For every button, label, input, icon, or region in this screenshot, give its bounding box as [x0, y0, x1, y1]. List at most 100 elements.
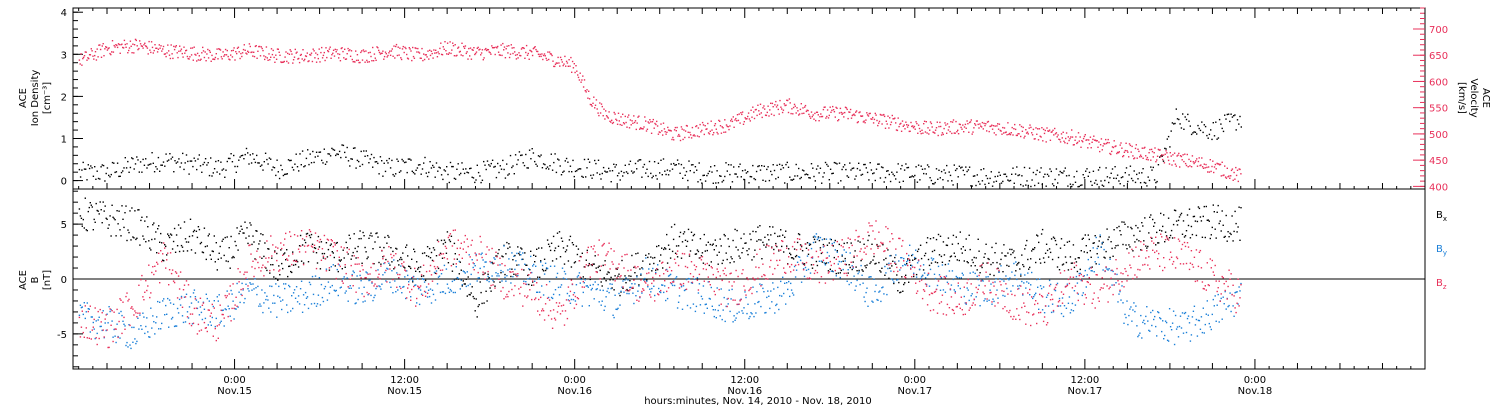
- by-point: [512, 276, 514, 278]
- velocity-point: [175, 45, 177, 47]
- by-point: [385, 280, 387, 282]
- velocity-point: [803, 112, 805, 114]
- by-point: [699, 304, 702, 306]
- bz-point: [138, 284, 140, 286]
- bx-point: [521, 248, 523, 250]
- by-point: [120, 310, 122, 313]
- bx-point: [507, 247, 509, 250]
- bx-point: [718, 251, 720, 253]
- velocity-point: [89, 54, 92, 56]
- velocity-point: [559, 65, 561, 67]
- velocity-point: [380, 52, 382, 55]
- density-point: [795, 163, 797, 166]
- bx-point: [1210, 234, 1212, 236]
- by-point: [330, 266, 332, 268]
- by-point: [230, 289, 232, 292]
- density-point: [989, 177, 991, 180]
- density-point: [485, 168, 487, 171]
- density-point: [156, 168, 158, 170]
- by-point: [418, 303, 421, 306]
- velocity-point: [121, 43, 123, 45]
- by-point: [976, 275, 978, 277]
- density-point: [141, 171, 143, 173]
- density-point: [164, 165, 166, 167]
- bx-point: [1033, 248, 1035, 251]
- bx-point: [266, 269, 268, 272]
- velocity-point: [1016, 134, 1018, 137]
- by-point: [787, 288, 789, 291]
- bx-point: [675, 245, 678, 247]
- density-point: [620, 170, 623, 173]
- bx-point: [334, 265, 336, 267]
- bx-point: [348, 234, 350, 236]
- by-point: [352, 270, 354, 272]
- by-point: [930, 257, 933, 259]
- bx-point: [513, 273, 515, 275]
- bx-point: [769, 226, 771, 228]
- velocity-point: [277, 48, 279, 50]
- density-point: [123, 167, 125, 169]
- bx-point: [231, 257, 233, 259]
- b-tick-label: -5: [57, 330, 67, 341]
- density-point: [462, 168, 464, 170]
- bz-point: [220, 309, 222, 311]
- bx-point: [118, 210, 120, 212]
- velocity-point: [911, 125, 913, 128]
- bx-point: [541, 247, 543, 249]
- density-point: [355, 167, 357, 169]
- by-point: [81, 306, 83, 308]
- velocity-point: [878, 122, 880, 124]
- by-point: [932, 258, 935, 260]
- density-point: [486, 160, 489, 162]
- by-point: [178, 298, 181, 301]
- velocity-point: [457, 46, 460, 48]
- density-point: [363, 150, 365, 152]
- bx-point: [349, 237, 351, 240]
- density-point: [388, 157, 390, 160]
- velocity-point: [774, 104, 776, 106]
- velocity-point: [987, 120, 990, 123]
- velocity-point: [842, 112, 844, 114]
- by-point: [253, 288, 255, 290]
- velocity-point: [673, 129, 676, 131]
- density-point: [220, 161, 222, 163]
- bx-point: [604, 260, 606, 262]
- velocity-point: [593, 96, 595, 98]
- bx-point: [447, 262, 450, 264]
- bx-point: [424, 279, 427, 282]
- by-point: [325, 268, 328, 270]
- by-point: [894, 261, 896, 263]
- velocity-point: [135, 39, 137, 42]
- velocity-point: [313, 50, 315, 52]
- bx-point: [739, 257, 741, 259]
- density-point: [449, 161, 452, 164]
- bx-point: [1239, 239, 1241, 241]
- density-point: [680, 163, 683, 166]
- by-point: [395, 291, 397, 293]
- bz-point: [178, 288, 181, 290]
- bx-point: [689, 250, 692, 252]
- velocity-point: [204, 51, 206, 53]
- bz-point: [96, 343, 98, 346]
- by-point: [885, 272, 887, 274]
- by-point: [1174, 314, 1177, 317]
- velocity-point: [1064, 142, 1066, 144]
- bx-point: [598, 265, 600, 267]
- by-point: [166, 313, 168, 315]
- bz-point: [81, 310, 83, 312]
- by-point: [1034, 294, 1036, 296]
- bz-point: [323, 234, 326, 237]
- density-point: [1016, 166, 1018, 168]
- by-point: [109, 310, 111, 313]
- velocity-point: [248, 43, 251, 45]
- velocity-point: [408, 47, 410, 49]
- velocity-point: [1121, 147, 1123, 149]
- by-point: [737, 303, 739, 306]
- density-point: [1193, 131, 1195, 133]
- bz-point: [191, 313, 194, 315]
- velocity-point: [922, 132, 924, 134]
- velocity-point: [722, 127, 724, 129]
- bz-point: [184, 296, 187, 298]
- bx-point: [469, 294, 471, 296]
- by-point: [1094, 261, 1096, 263]
